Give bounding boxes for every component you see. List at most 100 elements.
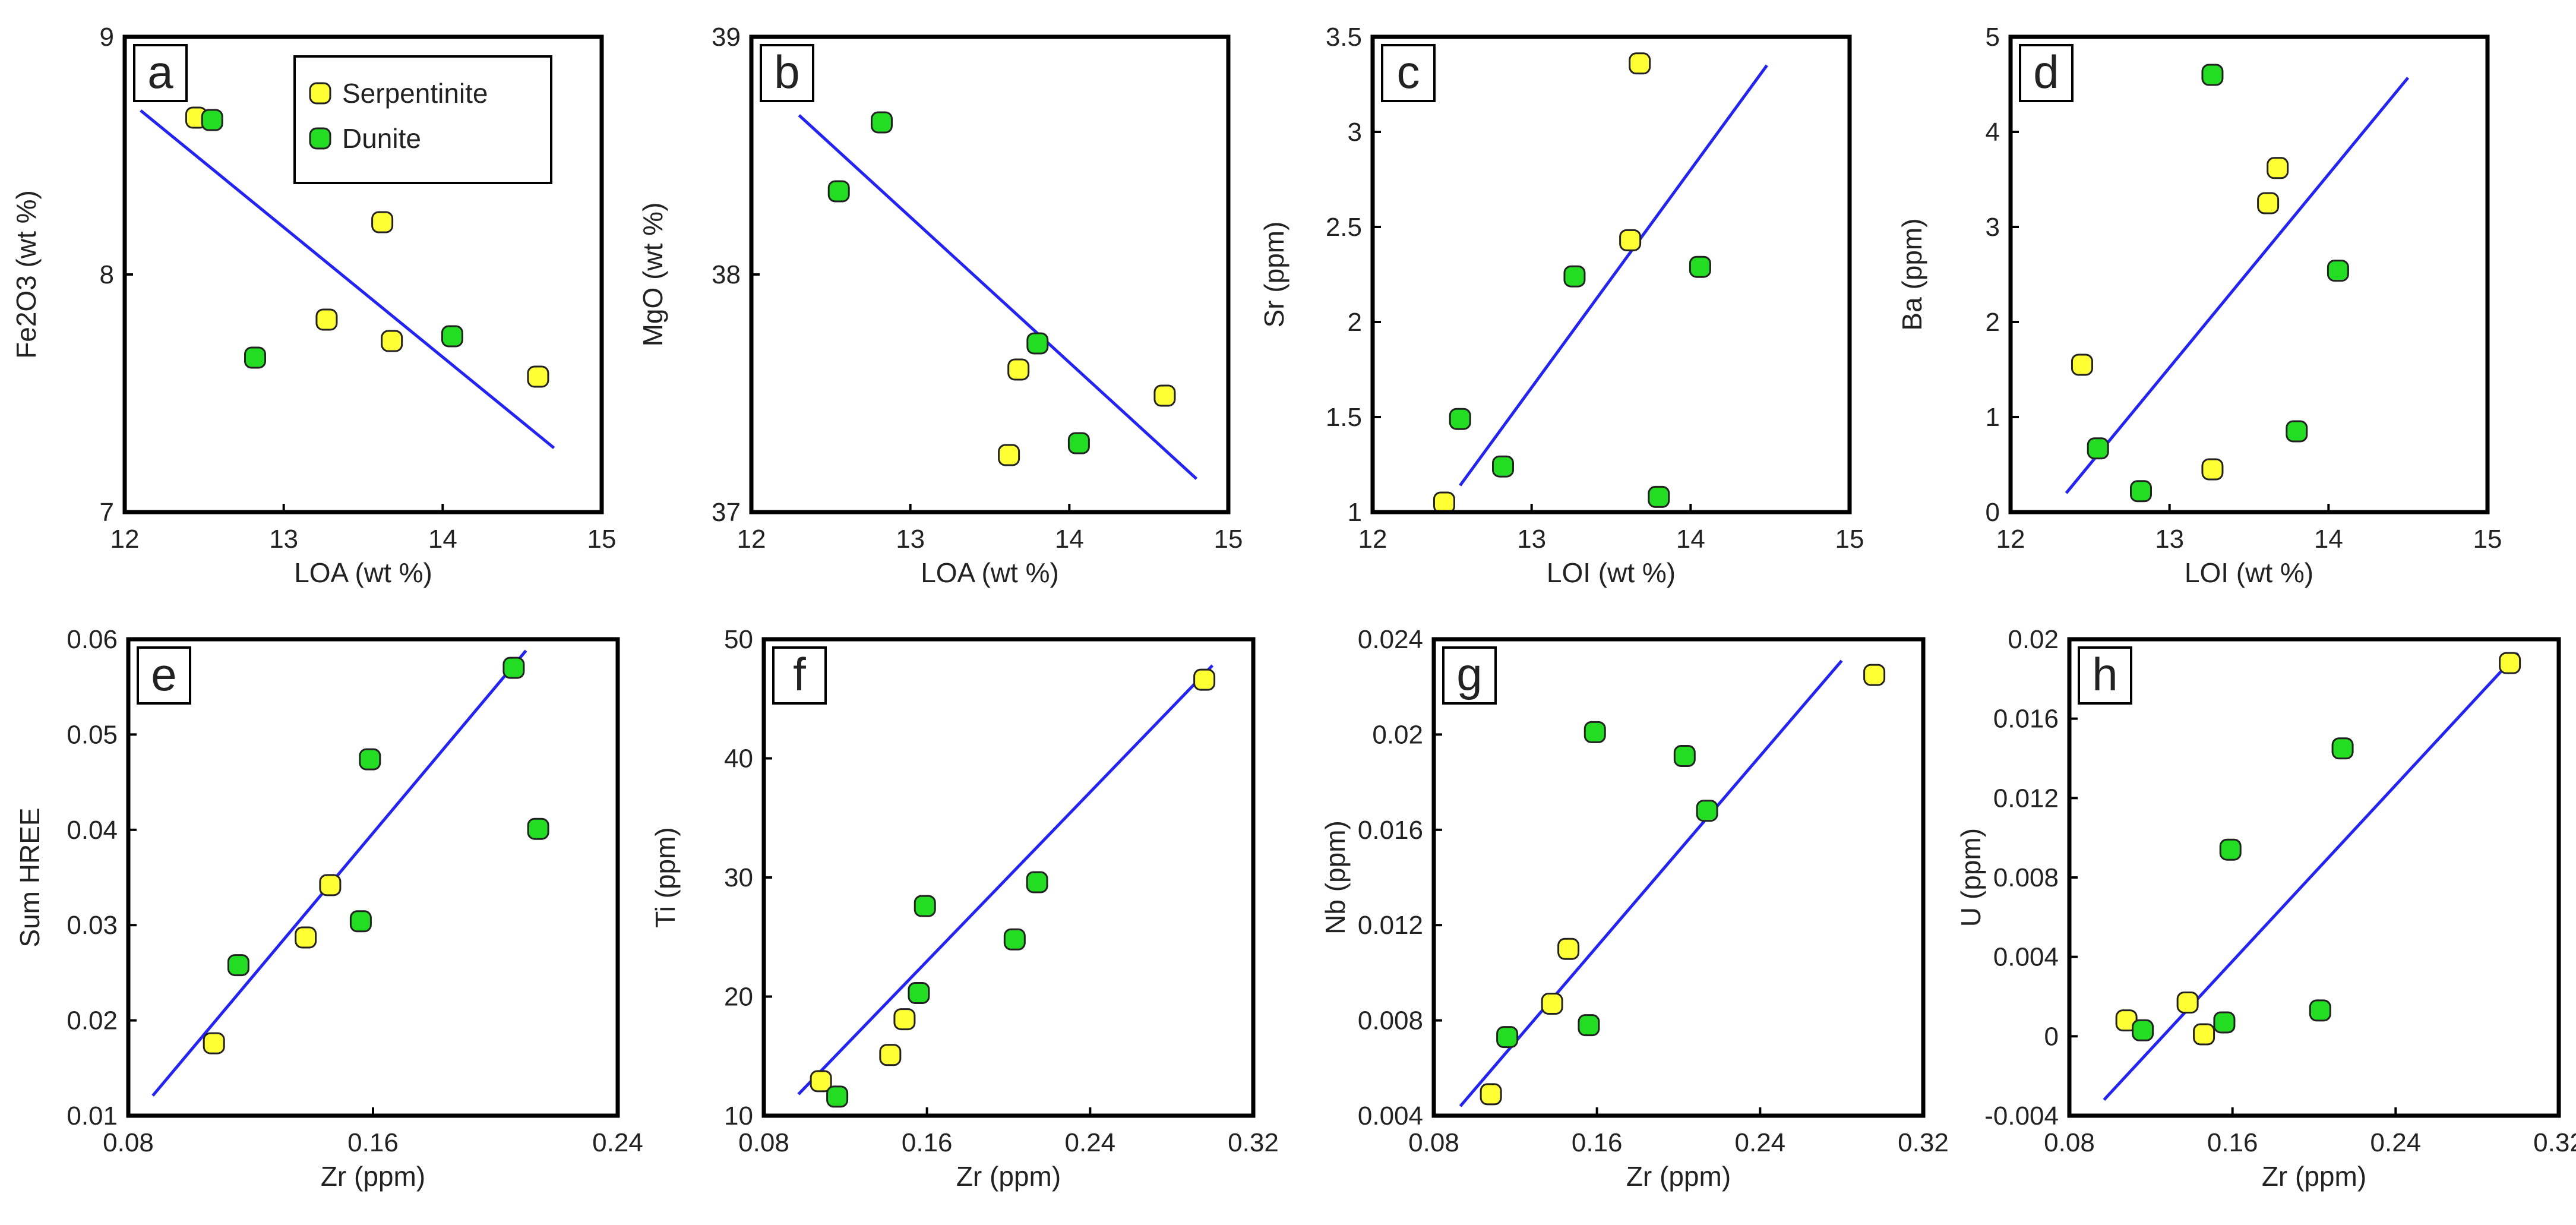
data-point-serpentinite bbox=[371, 211, 394, 233]
data-point-dunite bbox=[2129, 480, 2152, 503]
data-point-dunite bbox=[870, 111, 893, 134]
x-tick-label: 0.32 bbox=[1228, 1128, 1279, 1157]
y-tick-label: 3.5 bbox=[1326, 23, 1362, 52]
data-point-dunite bbox=[908, 981, 930, 1004]
y-tick-label: 0.04 bbox=[67, 816, 118, 845]
panel-letter-box bbox=[2019, 44, 2074, 102]
data-point-serpentinite bbox=[1433, 491, 1455, 514]
data-point-serpentinite bbox=[2201, 458, 2224, 481]
data-point-dunite bbox=[527, 817, 549, 840]
data-point-dunite bbox=[1578, 1014, 1600, 1037]
data-point-dunite bbox=[502, 656, 525, 679]
x-axis-title: LOA (wt %) bbox=[921, 557, 1059, 588]
data-point-serpentinite bbox=[893, 1008, 916, 1031]
data-point-dunite bbox=[1491, 455, 1514, 478]
panel-h: -0.004 0 0.004 0.008 0.012 0.016 0.02 0.08 0.16 0… bbox=[1955, 625, 2576, 1192]
y-tick-label: 2 bbox=[1986, 308, 2000, 337]
y-tick-label: 0 bbox=[2044, 1022, 2059, 1051]
y-axis-title: Ba (ppm) bbox=[1897, 218, 1927, 330]
legend-label-dunite: Dunite bbox=[342, 123, 421, 154]
data-point-serpentinite bbox=[998, 444, 1020, 466]
y-tick-label: 0.05 bbox=[67, 720, 118, 749]
x-axis-title: Zr (ppm) bbox=[956, 1161, 1061, 1192]
panel-letter-box bbox=[2078, 646, 2132, 705]
data-point-serpentinite bbox=[1619, 229, 1642, 251]
x-tick-label: 0.32 bbox=[2533, 1128, 2576, 1157]
data-point-dunite bbox=[827, 180, 850, 203]
x-tick-label: 12 bbox=[1358, 525, 1387, 554]
data-point-serpentinite bbox=[1193, 668, 1216, 691]
x-tick-label: 0.24 bbox=[2370, 1128, 2422, 1157]
y-tick-label: 1 bbox=[1348, 498, 1362, 527]
data-point-serpentinite bbox=[1557, 937, 1580, 960]
x-axis-title: LOI (wt %) bbox=[1547, 557, 1676, 588]
data-point-dunite bbox=[1003, 928, 1026, 951]
trend-line bbox=[1459, 64, 1768, 487]
y-tick-label: 39 bbox=[712, 23, 741, 52]
y-tick-label: 0.004 bbox=[1358, 1101, 1423, 1131]
x-axis-title: LOI (wt %) bbox=[2185, 557, 2313, 588]
plot-frame bbox=[126, 637, 620, 1118]
y-tick-label: 4 bbox=[1986, 118, 2000, 147]
panel-f: 10 20 30 40 50 0.08 0.16 0.24 0.32 Zr (ppm) Ti (pp… bbox=[650, 625, 1279, 1192]
panel-letter-box bbox=[1442, 646, 1497, 705]
x-tick-label: 13 bbox=[269, 525, 298, 554]
y-tick-label: -0.004 bbox=[1984, 1101, 2059, 1131]
panel-letter: b bbox=[774, 46, 799, 98]
data-point-serpentinite bbox=[1153, 384, 1176, 407]
x-tick-label: 0.08 bbox=[103, 1128, 154, 1157]
data-point-serpentinite bbox=[203, 1032, 225, 1054]
y-tick-label: 9 bbox=[100, 23, 114, 52]
panel-letter: d bbox=[2033, 46, 2059, 98]
data-point-dunite bbox=[441, 325, 463, 348]
x-tick-label: 0.08 bbox=[1408, 1128, 1459, 1157]
y-tick-label: 8 bbox=[100, 260, 114, 289]
x-tick-label: 0.16 bbox=[2207, 1128, 2258, 1157]
y-axis-title: Ti (ppm) bbox=[650, 827, 681, 928]
data-point-dunite bbox=[2331, 737, 2354, 760]
data-point-dunite bbox=[1026, 871, 1048, 894]
y-tick-label: 50 bbox=[724, 625, 753, 654]
data-point-dunite bbox=[1673, 744, 1696, 767]
y-tick-label: 0.02 bbox=[2008, 625, 2059, 654]
y-axis-title: MgO (wt %) bbox=[637, 203, 668, 347]
x-tick-label: 0.16 bbox=[1572, 1128, 1623, 1157]
data-point-serpentinite bbox=[810, 1070, 832, 1093]
data-point-dunite bbox=[201, 109, 223, 131]
data-point-dunite bbox=[826, 1085, 849, 1108]
x-tick-label: 14 bbox=[1676, 525, 1705, 554]
x-tick-label: 15 bbox=[1214, 525, 1243, 554]
data-point-dunite bbox=[2201, 64, 2224, 86]
y-axis-title: Sum HREE bbox=[14, 807, 45, 947]
trend-line bbox=[151, 649, 527, 1097]
y-tick-label: 10 bbox=[724, 1101, 753, 1131]
x-tick-label: 12 bbox=[1996, 525, 2025, 554]
x-tick-label: 0.08 bbox=[738, 1128, 789, 1157]
plot-frame bbox=[1370, 34, 1852, 514]
data-point-serpentinite bbox=[295, 926, 317, 949]
data-point-dunite bbox=[244, 346, 266, 369]
y-tick-label: 0.02 bbox=[1372, 720, 1423, 749]
data-point-serpentinite bbox=[1541, 993, 1563, 1015]
panel-letter: a bbox=[147, 46, 173, 98]
data-point-serpentinite bbox=[315, 308, 338, 331]
x-tick-label: 0.24 bbox=[1065, 1128, 1116, 1157]
data-point-dunite bbox=[1583, 721, 1606, 743]
data-point-serpentinite bbox=[2267, 157, 2289, 179]
panel-letter: c bbox=[1397, 46, 1420, 98]
data-point-serpentinite bbox=[381, 330, 403, 352]
panel-letter-box bbox=[133, 44, 188, 102]
trend-line bbox=[1459, 659, 1843, 1107]
y-tick-label: 30 bbox=[724, 863, 753, 892]
y-tick-label: 3 bbox=[1986, 213, 2000, 242]
panel-letter-box bbox=[760, 44, 814, 102]
y-tick-label: 2.5 bbox=[1326, 213, 1362, 242]
x-tick-label: 14 bbox=[428, 525, 457, 554]
y-tick-label: 38 bbox=[712, 260, 741, 289]
data-point-serpentinite bbox=[2193, 1023, 2215, 1046]
trend-line bbox=[798, 114, 1198, 480]
y-tick-label: 0.06 bbox=[67, 625, 118, 654]
x-tick-label: 0.24 bbox=[592, 1128, 643, 1157]
data-point-dunite bbox=[1696, 800, 1718, 822]
